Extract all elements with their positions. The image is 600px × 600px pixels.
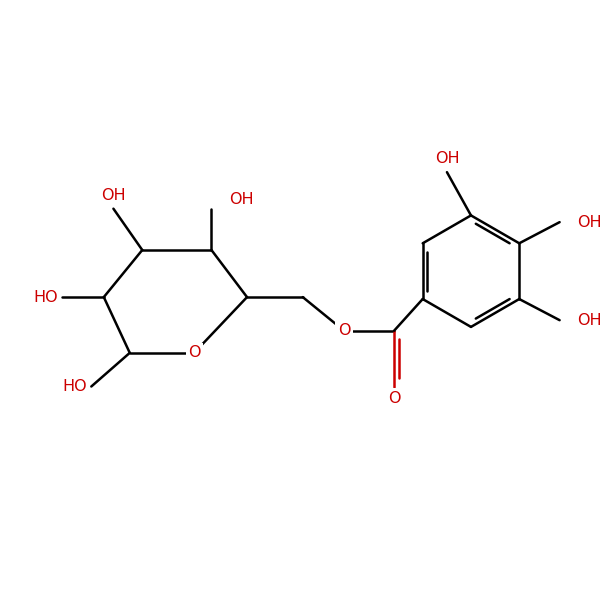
Text: OH: OH [577,313,600,328]
Text: OH: OH [577,215,600,230]
Text: OH: OH [101,188,126,203]
Text: HO: HO [33,290,58,305]
Text: O: O [338,323,350,338]
Text: O: O [388,391,400,406]
Text: OH: OH [434,151,459,166]
Text: HO: HO [62,379,86,394]
Text: O: O [188,346,200,361]
Text: OH: OH [229,191,253,206]
